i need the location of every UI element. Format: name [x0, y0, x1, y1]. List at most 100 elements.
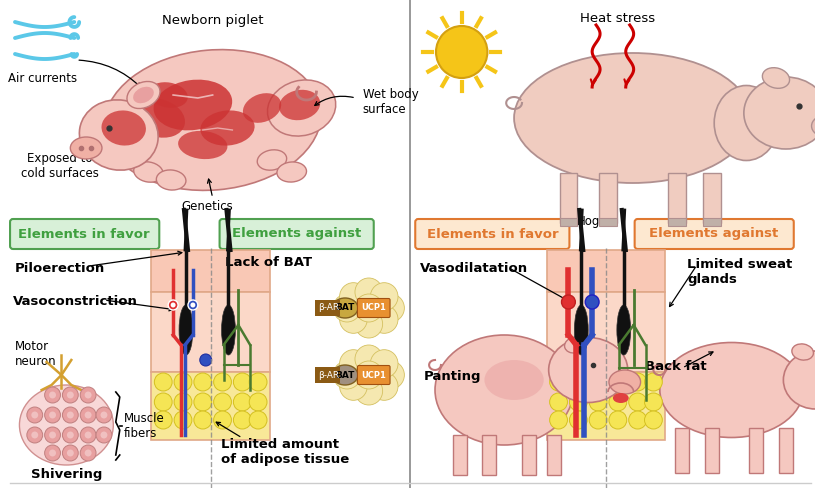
Ellipse shape	[133, 162, 163, 182]
Ellipse shape	[148, 82, 188, 108]
Circle shape	[339, 350, 367, 378]
Circle shape	[568, 411, 586, 429]
Text: Lack of BAT: Lack of BAT	[224, 256, 311, 269]
Circle shape	[333, 294, 360, 322]
Circle shape	[376, 294, 404, 322]
Ellipse shape	[20, 385, 113, 465]
Circle shape	[370, 372, 397, 400]
Ellipse shape	[332, 298, 357, 318]
Bar	[674, 428, 688, 473]
Ellipse shape	[133, 87, 154, 103]
Circle shape	[589, 393, 606, 411]
Circle shape	[154, 411, 172, 429]
Text: β-AR: β-AR	[317, 370, 338, 380]
Circle shape	[101, 411, 107, 419]
Ellipse shape	[713, 85, 777, 161]
Circle shape	[31, 411, 38, 419]
Bar	[152, 292, 269, 372]
Bar	[599, 173, 616, 223]
Circle shape	[154, 373, 172, 391]
Ellipse shape	[221, 305, 235, 355]
Ellipse shape	[277, 162, 306, 182]
Circle shape	[200, 354, 211, 366]
Circle shape	[84, 449, 92, 456]
FancyBboxPatch shape	[219, 219, 373, 249]
Circle shape	[62, 407, 78, 423]
FancyBboxPatch shape	[357, 366, 390, 385]
Circle shape	[193, 373, 211, 391]
Bar	[546, 250, 664, 292]
Circle shape	[84, 411, 92, 419]
Circle shape	[193, 411, 211, 429]
Ellipse shape	[242, 93, 281, 123]
Ellipse shape	[563, 337, 586, 353]
Circle shape	[49, 449, 56, 456]
Text: Air currents: Air currents	[8, 72, 77, 85]
Circle shape	[67, 431, 74, 439]
Circle shape	[370, 350, 397, 378]
Text: Elements against: Elements against	[649, 227, 777, 241]
Circle shape	[174, 393, 192, 411]
Circle shape	[62, 387, 78, 403]
Bar	[546, 292, 664, 372]
Ellipse shape	[102, 110, 146, 145]
Text: Elements in favor: Elements in favor	[426, 227, 558, 241]
Circle shape	[355, 278, 382, 306]
Ellipse shape	[782, 351, 819, 409]
Bar	[452, 435, 466, 475]
Bar	[749, 428, 762, 473]
Circle shape	[589, 411, 606, 429]
Ellipse shape	[267, 80, 335, 136]
Circle shape	[609, 373, 626, 391]
Circle shape	[333, 361, 360, 389]
Circle shape	[609, 411, 626, 429]
Bar	[702, 173, 720, 223]
Ellipse shape	[178, 131, 227, 159]
Circle shape	[233, 411, 251, 429]
Circle shape	[549, 411, 567, 429]
Bar	[546, 435, 560, 475]
Circle shape	[233, 373, 251, 391]
Bar	[482, 435, 495, 475]
Circle shape	[355, 345, 382, 373]
Circle shape	[27, 427, 43, 443]
Circle shape	[628, 393, 645, 411]
Circle shape	[339, 372, 367, 400]
Ellipse shape	[131, 98, 185, 138]
Circle shape	[249, 411, 267, 429]
Circle shape	[44, 407, 61, 423]
Circle shape	[27, 407, 43, 423]
Ellipse shape	[79, 100, 158, 170]
Circle shape	[233, 393, 251, 411]
Circle shape	[644, 411, 662, 429]
Circle shape	[44, 445, 61, 461]
Circle shape	[355, 377, 382, 405]
Circle shape	[190, 303, 195, 307]
Circle shape	[628, 411, 645, 429]
Bar	[778, 428, 792, 473]
Ellipse shape	[156, 170, 186, 190]
Circle shape	[80, 427, 96, 443]
Ellipse shape	[548, 338, 627, 403]
Circle shape	[644, 373, 662, 391]
Ellipse shape	[104, 50, 321, 190]
Circle shape	[49, 391, 56, 399]
Text: Limited amount
of adipose tissue: Limited amount of adipose tissue	[220, 438, 348, 466]
Circle shape	[436, 26, 486, 78]
Text: UCP1: UCP1	[361, 304, 386, 312]
Ellipse shape	[762, 68, 789, 88]
Circle shape	[249, 373, 267, 391]
Ellipse shape	[616, 305, 630, 355]
Text: Hog: Hog	[576, 215, 600, 228]
Text: BAT: BAT	[335, 304, 355, 312]
Ellipse shape	[609, 370, 640, 394]
Bar	[546, 372, 664, 440]
Circle shape	[193, 393, 211, 411]
Ellipse shape	[257, 150, 287, 170]
Circle shape	[568, 393, 586, 411]
Circle shape	[84, 391, 92, 399]
Circle shape	[49, 411, 56, 419]
Circle shape	[84, 431, 92, 439]
Circle shape	[170, 303, 175, 307]
Bar	[152, 250, 269, 292]
